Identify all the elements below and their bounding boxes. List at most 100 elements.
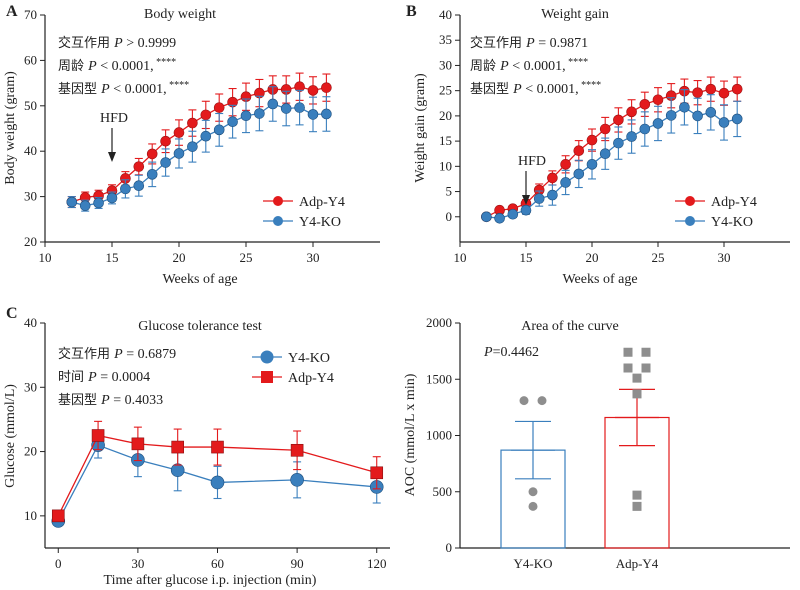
- y-tick-label: 10: [24, 508, 37, 523]
- data-point: [321, 82, 332, 93]
- panel-d-ylabel: AOC (mmol/L x min): [403, 373, 418, 496]
- data-point: [537, 396, 547, 406]
- legend: Adp-Y4 Y4-KO: [675, 195, 757, 230]
- stat-p-symbol: P: [512, 82, 522, 97]
- y-tick-label: 5: [446, 184, 453, 199]
- stat-p-value: < 0.0001,: [522, 82, 579, 97]
- data-point: [718, 87, 730, 99]
- legend-label: Adp-Y4: [711, 195, 757, 210]
- y-tick-label: 40: [24, 315, 37, 330]
- stat-line: P=0.4462: [483, 345, 539, 360]
- hfd-label: HFD: [100, 111, 128, 126]
- data-point: [632, 490, 642, 500]
- y-tick-label: 20: [24, 234, 37, 249]
- data-point: [573, 145, 585, 156]
- stat-line: 时间 P = 0.0004: [58, 370, 150, 385]
- x-tick-label: 10: [454, 250, 467, 265]
- series-adp-y4: [481, 76, 743, 223]
- stat-significance: ****: [154, 57, 177, 68]
- data-point: [494, 212, 505, 224]
- stat-label: 周龄: [58, 59, 88, 74]
- stat-p-symbol: P: [113, 347, 123, 362]
- y-tick-label: 10: [439, 158, 452, 173]
- stats-block: 交互作用 P = 0.6879 时间 P = 0.0004 基因型 P = 0.40…: [58, 346, 176, 408]
- legend-label: Y4-KO: [711, 215, 753, 230]
- data-point: [626, 106, 637, 118]
- stat-p-symbol: P: [100, 393, 110, 408]
- y-tick-label: 20: [439, 108, 452, 123]
- legend-label: Adp-Y4: [299, 195, 345, 210]
- x-tick-label: 30: [718, 250, 731, 265]
- data-point: [560, 177, 571, 188]
- stat-label: 交互作用: [58, 346, 114, 362]
- data-point: [294, 102, 305, 113]
- panel-d-axes: 0 500 1000 1500 2000 Y4-KO Adp-Y4 P=0.4462: [426, 315, 790, 571]
- stat-label: 基因型: [58, 82, 101, 97]
- stat-significance: ****: [167, 80, 190, 91]
- data-point: [160, 135, 171, 147]
- x-tick-label: 120: [367, 556, 387, 571]
- stat-p-value: =0.4462: [493, 345, 539, 360]
- y-tick-label: 40: [439, 7, 452, 22]
- data-point: [652, 94, 664, 106]
- stat-label: 交互作用: [470, 35, 526, 51]
- data-point: [170, 463, 185, 478]
- stat-p-value: = 0.9871: [535, 36, 588, 51]
- stat-line: 交互作用 P > 0.9999: [58, 35, 176, 51]
- data-point: [533, 193, 545, 204]
- data-point: [267, 98, 279, 110]
- data-point: [639, 98, 651, 110]
- stat-p-symbol: P: [525, 36, 535, 51]
- y-tick-label: 30: [24, 379, 37, 394]
- x-tick-label: 20: [586, 250, 599, 265]
- data-point: [79, 200, 91, 211]
- data-point: [599, 148, 611, 160]
- data-point: [200, 109, 212, 121]
- data-point: [632, 501, 642, 511]
- stat-p-value: = 0.0004: [97, 370, 150, 385]
- panel-c-xlabel: Time after glucose i.p. injection (min): [104, 573, 317, 588]
- series-y4-ko: [66, 86, 332, 212]
- panel-a-title: Body weight: [144, 7, 216, 22]
- data-point: [370, 466, 384, 480]
- x-tick-label: 60: [211, 556, 224, 571]
- stat-line: 基因型 P < 0.0001, ****: [58, 80, 189, 97]
- stats-block: P=0.4462: [483, 345, 539, 360]
- data-point: [187, 141, 198, 152]
- stat-p-value: < 0.0001,: [110, 82, 167, 97]
- stat-label: 周龄: [470, 59, 500, 74]
- series-y4-ko: [481, 89, 743, 224]
- legend-marker: [260, 350, 274, 364]
- data-point: [280, 103, 292, 114]
- stat-p-value: < 0.0001,: [97, 59, 154, 74]
- stat-line: 交互作用 P = 0.6879: [58, 346, 176, 362]
- y-tick-label: 0: [446, 540, 453, 555]
- data-point: [146, 148, 158, 160]
- panel-a-xlabel: Weeks of age: [162, 272, 237, 287]
- panel-b: B Weight gain 0 5 10 15 20 25 30 35 40 10 15 20 25 30…: [406, 3, 790, 287]
- data-point: [641, 347, 651, 357]
- stat-p-symbol: P: [87, 59, 97, 74]
- data-point: [66, 196, 78, 208]
- stat-label: 交互作用: [58, 35, 114, 51]
- data-point: [213, 102, 225, 113]
- stat-p-value: > 0.9999: [123, 36, 176, 51]
- legend-marker: [261, 371, 273, 383]
- stat-label: 基因型: [470, 82, 513, 97]
- stat-line: 基因型 P < 0.0001, ****: [470, 80, 601, 97]
- stat-line: 交互作用 P = 0.9871: [470, 35, 588, 51]
- data-point: [692, 110, 703, 122]
- data-point: [133, 161, 145, 172]
- hfd-arrow-head: [108, 152, 116, 162]
- legend-marker: [273, 196, 283, 206]
- x-tick-label: 90: [291, 556, 304, 571]
- y-tick-label: 1500: [426, 371, 452, 386]
- stat-p-symbol: P: [483, 345, 493, 360]
- y-tick-label: 70: [24, 7, 37, 22]
- x-tick-label: 20: [173, 250, 186, 265]
- x-tick-label: Y4-KO: [514, 556, 553, 571]
- series-adp-y4: [51, 420, 384, 523]
- data-point: [133, 180, 145, 192]
- data-point: [599, 123, 611, 135]
